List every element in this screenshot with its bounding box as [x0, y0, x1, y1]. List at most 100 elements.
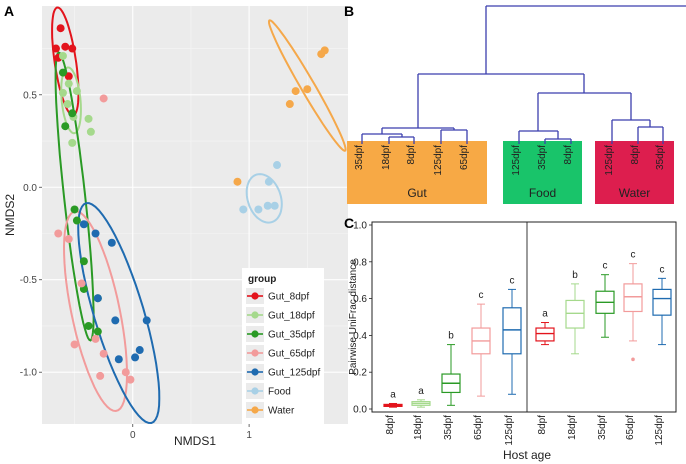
- point-gut_65dpf: [99, 349, 108, 358]
- point-gut_125dpf: [93, 294, 102, 303]
- leaf-label: 8dpf: [630, 145, 641, 165]
- legend-key-point: [251, 292, 259, 300]
- legend-label: Gut_125dpf: [268, 368, 320, 379]
- point-gut_65dpf: [121, 368, 130, 377]
- box-significance-letter: c: [603, 261, 608, 272]
- panel-a: A 0 1 0.5 0.0 -0.5 -1.0 NMDS1 NMDS2 group Gut…: [3, 3, 348, 448]
- box-category-label: 18dpf: [567, 415, 578, 440]
- y-tick-label: 0.4: [353, 331, 367, 342]
- panel-c-frame: [371, 221, 677, 413]
- point-gut_65dpf: [91, 334, 100, 343]
- point-gut_18dpf: [68, 138, 77, 147]
- box-significance-letter: c: [660, 264, 665, 275]
- box-iqr: [565, 299, 585, 329]
- legend-label: Gut_18dpf: [268, 311, 315, 322]
- legend-key-point: [251, 330, 259, 338]
- box-iqr: [535, 327, 555, 342]
- point-gut_65dpf: [99, 94, 108, 103]
- leaf-label: 65dpf: [459, 145, 470, 170]
- point-gut_35dpf: [79, 257, 88, 266]
- ellipse-gut_18dpf: [60, 66, 82, 135]
- leaf-label: 18dpf: [381, 145, 392, 170]
- panel-c-label: C: [344, 215, 354, 231]
- legend-label: Gut_8dpf: [268, 292, 309, 303]
- panel-a-legend: group Gut_8dpf Gut_18dpf Gut_35dpf Gut_65dp…: [242, 268, 324, 424]
- panel-c-boxplots: a 8dpf a 18dpf b 35dpf c 65dpf c 125dpf a 8dpf b 18dp…: [383, 250, 672, 446]
- box-significance-letter: a: [418, 386, 424, 397]
- point-gut_18dpf: [64, 79, 73, 88]
- point-gut_125dpf: [111, 316, 120, 325]
- ellipse-gut_35dpf: [54, 51, 95, 342]
- box-significance-letter: c: [631, 250, 636, 261]
- point-gut_65dpf: [70, 340, 79, 349]
- leaf-label: 8dpf: [563, 145, 574, 165]
- legend-label: Water: [268, 406, 295, 417]
- point-gut_125dpf: [135, 346, 144, 355]
- point-water: [291, 87, 300, 96]
- legend-key-point: [251, 349, 259, 357]
- legend-title: group: [248, 274, 276, 285]
- group-label-food: Food: [529, 186, 556, 200]
- point-gut_125dpf: [79, 220, 88, 229]
- box-category-label: 35dpf: [597, 415, 608, 440]
- ellipse-gut_125dpf: [77, 202, 161, 425]
- point-gut_8dpf: [51, 44, 60, 53]
- box-outlier: [631, 357, 635, 362]
- y-tick-label: 0.0: [353, 405, 367, 416]
- group-box-food: [503, 141, 582, 204]
- panel-a-xlabel: NMDS1: [174, 434, 216, 448]
- point-gut_125dpf: [142, 316, 151, 325]
- panel-a-axes: 0 1 0.5 0.0 -0.5 -1.0: [20, 90, 253, 441]
- box-significance-letter: c: [479, 290, 484, 301]
- point-gut_65dpf: [77, 279, 86, 288]
- point-food: [263, 201, 272, 210]
- point-gut_8dpf: [61, 42, 70, 51]
- panel-b-group-boxes: Gut Food Water: [347, 141, 674, 204]
- point-gut_125dpf: [107, 238, 116, 247]
- panel-b: B Gut Food Water 35dpf 18dpf 8dpf 125dpf 65dpf…: [344, 3, 686, 204]
- y-tick-label: 0.5: [23, 90, 37, 101]
- point-gut_35dpf: [61, 122, 70, 131]
- panel-b-leaf-labels: 35dpf 18dpf 8dpf 125dpf 65dpf 125dpf 35dpf 8dpf…: [354, 145, 666, 176]
- box-significance-letter: a: [542, 309, 548, 320]
- box-category-label: 18dpf: [413, 415, 424, 440]
- box-category-label: 65dpf: [473, 415, 484, 440]
- group-label-water: Water: [619, 186, 651, 200]
- point-gut_8dpf: [68, 44, 77, 53]
- point-gut_35dpf: [68, 109, 77, 118]
- point-gut_65dpf: [96, 371, 105, 380]
- panel-a-ylabel: NMDS2: [3, 194, 17, 236]
- legend-label: Gut_35dpf: [268, 330, 315, 341]
- legend-key-point: [251, 406, 259, 414]
- box-category-label: 125dpf: [504, 415, 515, 446]
- legend-label: Food: [268, 387, 291, 398]
- box-category-label: 65dpf: [625, 415, 636, 440]
- point-gut_18dpf: [58, 88, 67, 97]
- y-tick-label: 0.8: [353, 257, 367, 268]
- point-food: [270, 201, 279, 210]
- panel-b-dendrogram: [361, 5, 686, 144]
- leaf-label: 35dpf: [537, 145, 548, 170]
- leaf-label: 125dpf: [433, 145, 444, 176]
- box-significance-letter: b: [572, 270, 578, 281]
- legend-key-point: [251, 368, 259, 376]
- point-food: [264, 177, 273, 186]
- panel-a-ellipses: [51, 6, 347, 425]
- leaf-label: 125dpf: [604, 145, 615, 176]
- x-tick-label: 1: [246, 430, 252, 441]
- panel-c-ylabel: Pairwise UniFrac distance: [348, 259, 359, 375]
- panel-c-axes: 0.0 0.2 0.4 0.6 0.8 1.0: [353, 221, 528, 416]
- panel-a-label: A: [4, 3, 14, 19]
- box-iqr: [502, 307, 522, 355]
- panel-c: C 0.0 0.2 0.4 0.6 0.8 1.0 a 8dpf a 18dpf b 35dpf c 6…: [344, 215, 677, 462]
- legend-label: Gut_65dpf: [268, 349, 315, 360]
- point-gut_125dpf: [91, 229, 100, 238]
- panel-c-xlabel: Host age: [503, 448, 551, 462]
- point-gut_65dpf: [126, 375, 135, 384]
- box-iqr: [652, 288, 672, 316]
- y-tick-label: -0.5: [20, 275, 38, 286]
- y-tick-label: 0.6: [353, 294, 367, 305]
- point-water: [233, 177, 242, 186]
- box-category-label: 8dpf: [537, 415, 548, 435]
